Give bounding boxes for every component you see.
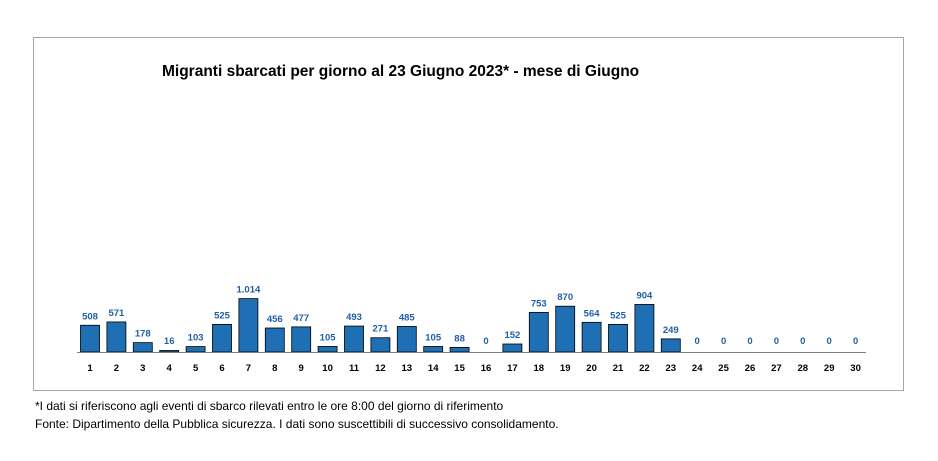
x-tick-label: 12 <box>375 363 386 374</box>
bar <box>634 304 655 353</box>
bar <box>185 346 206 353</box>
x-tick-label: 6 <box>219 363 224 374</box>
bar-value-label: 571 <box>108 308 125 319</box>
x-tick-label: 23 <box>666 363 677 374</box>
bar-value-label: 904 <box>636 290 653 301</box>
x-tick-label: 19 <box>560 363 571 374</box>
footnote-data-note: *I dati si riferiscono agli eventi di sb… <box>35 399 504 413</box>
bar-value-label: 0 <box>483 336 488 347</box>
x-tick-label: 15 <box>454 363 465 374</box>
bar-value-label: 0 <box>721 336 726 347</box>
x-tick-label: 30 <box>850 363 861 374</box>
bar <box>581 321 602 353</box>
chart-frame <box>33 37 904 391</box>
bar <box>608 323 628 353</box>
bar-value-label: 753 <box>531 298 547 309</box>
x-tick-label: 14 <box>428 363 439 374</box>
bar <box>344 325 364 353</box>
x-tick-label: 11 <box>349 363 360 374</box>
x-tick-label: 28 <box>798 363 809 374</box>
x-tick-label: 1 <box>87 363 93 374</box>
bar <box>80 324 100 353</box>
x-tick-label: 25 <box>718 363 729 374</box>
bar-value-label: 178 <box>135 329 151 340</box>
bar-value-label: 271 <box>372 324 389 335</box>
x-tick-label: 8 <box>272 363 277 374</box>
bar-value-label: 249 <box>663 325 679 336</box>
bar <box>555 305 576 353</box>
bar <box>370 337 391 353</box>
bar-value-label: 564 <box>584 308 601 319</box>
x-tick-label: 13 <box>402 363 413 374</box>
bar-value-label: 525 <box>214 310 231 321</box>
bar-value-label: 0 <box>800 336 805 347</box>
bar <box>396 326 417 353</box>
bar-value-label: 0 <box>853 336 858 347</box>
bar-value-label: 0 <box>695 336 700 347</box>
x-tick-label: 4 <box>167 363 173 374</box>
bar-value-label: 152 <box>504 330 520 341</box>
tick-labels-group: 1 2 3 4 5 6 7 8 9 10 11 12 13 14 15 16 17 18 19 20 21 22 23 24 2… <box>87 363 861 374</box>
bar <box>106 321 127 353</box>
x-tick-label: 18 <box>534 363 545 374</box>
bar <box>291 326 312 353</box>
bar <box>132 342 153 353</box>
x-tick-label: 26 <box>745 363 756 374</box>
x-tick-label: 9 <box>299 363 304 374</box>
x-tick-label: 5 <box>193 363 199 374</box>
bar-value-label: 508 <box>82 311 98 322</box>
bar-value-label: 870 <box>557 292 573 303</box>
bar-value-label: 525 <box>610 310 627 321</box>
bar <box>317 346 338 353</box>
x-tick-label: 16 <box>481 363 492 374</box>
bar-value-label: 0 <box>827 336 832 347</box>
bar-value-label: 103 <box>188 333 204 344</box>
chart-title: Migranti sbarcati per giorno al 23 Giugn… <box>162 63 640 80</box>
x-tick-label: 10 <box>322 363 333 374</box>
x-tick-label: 27 <box>771 363 782 374</box>
bar-value-label: 0 <box>747 336 752 347</box>
bar <box>449 346 470 353</box>
bar-value-label: 16 <box>164 336 175 347</box>
bar <box>660 338 681 353</box>
bar <box>264 327 285 353</box>
x-tick-label: 20 <box>586 363 597 374</box>
bar-value-label: 493 <box>346 312 362 323</box>
bar-value-label: 485 <box>399 312 416 323</box>
value-labels-group: 508 571 178 16 103 525 1.014 456 477 105 493 271 485… <box>82 285 858 347</box>
bar <box>502 343 523 353</box>
x-tick-label: 3 <box>140 363 145 374</box>
footnote-source: Fonte: Dipartimento della Pubblica sicur… <box>35 417 559 431</box>
bar-value-label: 105 <box>425 332 442 343</box>
bar <box>528 311 549 353</box>
bar <box>159 350 180 353</box>
x-tick-label: 22 <box>639 363 650 374</box>
x-tick-label: 21 <box>613 363 624 374</box>
bar <box>423 346 444 353</box>
bar-value-label: 456 <box>267 314 283 325</box>
bar-value-label: 0 <box>774 336 779 347</box>
x-tick-label: 17 <box>507 363 518 374</box>
bar-value-label: 88 <box>454 333 465 344</box>
x-tick-label: 2 <box>114 363 119 374</box>
bar <box>238 298 259 353</box>
x-tick-label: 24 <box>692 363 703 374</box>
bar-value-label: 1.014 <box>237 285 261 296</box>
bar-value-label: 105 <box>320 332 337 343</box>
bar <box>212 323 232 353</box>
x-tick-label: 29 <box>824 363 835 374</box>
bar-value-label: 477 <box>293 313 309 324</box>
x-tick-label: 7 <box>246 363 251 374</box>
